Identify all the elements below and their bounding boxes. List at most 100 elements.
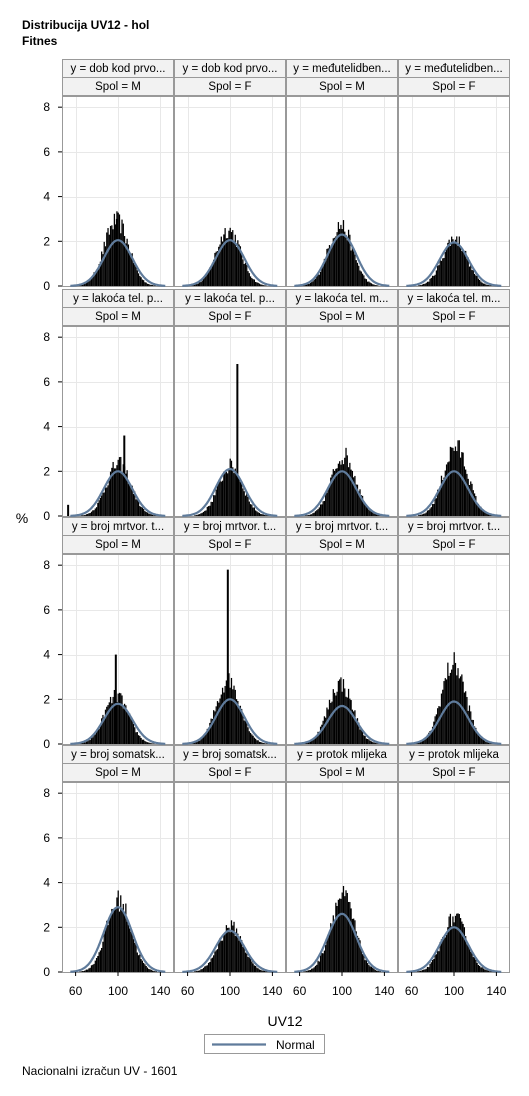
histogram-bar: [482, 511, 485, 516]
histogram-bar: [98, 952, 100, 972]
histogram-bar: [265, 285, 267, 286]
histogram-bar: [145, 965, 147, 972]
histogram-bar: [228, 927, 230, 972]
histogram-bar: [132, 723, 135, 744]
histogram-bar: [307, 284, 309, 286]
histogram-bar: [349, 462, 351, 516]
x-tick-label: 60: [293, 984, 307, 998]
y-tick-label: 2: [43, 692, 50, 706]
normal-curve: [70, 906, 166, 973]
histogram-bar: [305, 515, 308, 516]
histogram-bar: [238, 476, 240, 516]
histogram-bar: [192, 285, 194, 286]
histogram-bar: [465, 469, 467, 516]
histogram-bar: [342, 220, 345, 286]
histogram-bar: [239, 705, 242, 744]
histogram-bar: [339, 461, 341, 516]
histogram-bar: [258, 283, 261, 286]
histogram-bar: [109, 914, 112, 972]
histogram-bar: [219, 937, 221, 972]
histogram-bar: [359, 940, 361, 972]
histogram-bar: [81, 971, 84, 972]
histogram-bar: [372, 742, 374, 744]
histogram-bar: [228, 469, 230, 516]
histogram-bar: [330, 702, 332, 744]
chart-title: Distribucija UV12 - hol Fitnes: [22, 17, 149, 49]
histogram-bar: [317, 731, 319, 744]
histogram-bar: [454, 446, 457, 516]
histogram-bar: [265, 743, 267, 744]
histogram-bar: [246, 493, 248, 516]
histogram-bar: [201, 512, 203, 516]
histogram-bar: [360, 271, 362, 286]
histogram-bar: [340, 898, 342, 972]
histogram-bar: [148, 968, 150, 972]
histogram-bar: [467, 946, 469, 972]
histogram-bar: [193, 971, 196, 972]
histogram-bar: [144, 282, 146, 286]
histogram-bar: [489, 971, 491, 972]
histogram-bar: [223, 933, 225, 972]
histogram-bar: [219, 698, 221, 744]
histogram-bar: [241, 482, 243, 516]
histogram-bar: [242, 259, 244, 286]
histogram-bar: [235, 928, 238, 972]
normal-curve: [182, 929, 278, 973]
histogram-bar: [424, 739, 426, 744]
histogram-bar: [445, 464, 448, 516]
histogram-bar: [439, 486, 441, 516]
histogram-bar: [220, 940, 222, 972]
histogram-bar: [89, 512, 91, 516]
histogram-bar: [368, 739, 370, 744]
histogram-bar: [243, 264, 245, 286]
histogram-bar: [83, 970, 85, 972]
histogram-bar: [241, 708, 243, 744]
histogram-bar: [153, 971, 155, 972]
chart-title-line1: Distribucija UV12 - hol: [22, 18, 150, 32]
histogram-bar: [421, 970, 424, 972]
histogram-bar: [472, 957, 474, 972]
histogram-bar: [196, 284, 198, 286]
histogram-bar: [209, 961, 211, 972]
histogram-bar: [323, 950, 326, 972]
histogram-bar: [134, 727, 136, 744]
histogram-bar: [358, 722, 360, 744]
histogram-bar: [109, 225, 112, 286]
histogram-bar: [85, 282, 88, 286]
histogram-bar: [123, 236, 126, 286]
histogram-bar: [425, 968, 427, 972]
histogram-bar: [470, 951, 472, 972]
histogram-bar: [150, 514, 152, 516]
histogram-bar: [202, 967, 205, 972]
histogram-bar: [448, 239, 450, 286]
histogram-bar: [115, 468, 117, 516]
histogram-bar: [434, 498, 436, 516]
histogram-bar: [359, 729, 361, 744]
histogram-bar: [475, 727, 477, 744]
histogram-bar: [489, 514, 491, 516]
x-tick-label: 140: [150, 984, 170, 998]
histogram-bar: [148, 513, 150, 516]
panel-header-spol: [286, 535, 398, 554]
histogram-bar: [214, 495, 216, 516]
histogram-bar: [305, 971, 308, 972]
histogram-bar: [445, 679, 448, 744]
histogram-bar: [263, 515, 266, 516]
histogram-bar: [358, 491, 360, 516]
histogram-bar: [332, 238, 334, 286]
histogram-bar: [421, 514, 424, 516]
histogram-bar: [233, 921, 235, 972]
histogram-bar: [116, 465, 118, 516]
histogram-bar: [484, 969, 486, 972]
histogram-bar: [101, 495, 103, 516]
histogram-bar: [447, 927, 449, 972]
histogram-bar: [253, 737, 256, 744]
histogram-bar: [239, 246, 242, 286]
histogram-bar: [135, 499, 137, 516]
histogram-bar: [473, 273, 476, 286]
normal-curve: [70, 239, 166, 287]
histogram-bar: [423, 739, 425, 744]
histogram-bar: [225, 238, 228, 286]
histogram-bar: [462, 251, 464, 286]
y-tick-label: 0: [43, 509, 50, 523]
